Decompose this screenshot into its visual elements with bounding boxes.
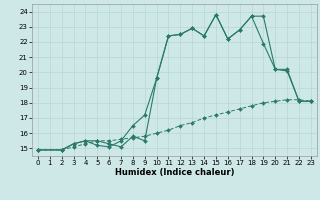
X-axis label: Humidex (Indice chaleur): Humidex (Indice chaleur) bbox=[115, 168, 234, 177]
